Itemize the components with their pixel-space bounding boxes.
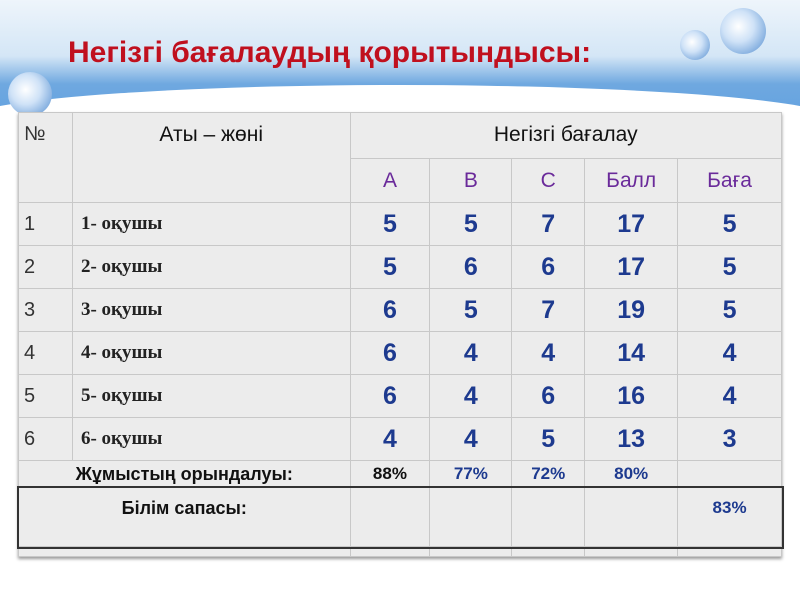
header-number: №	[18, 112, 73, 203]
score-cell: 19	[584, 288, 679, 332]
empty-cell	[584, 546, 679, 557]
table-row: 1 1- оқушы 5 5 7 17 5	[18, 202, 782, 246]
score-cell: 6	[511, 245, 586, 289]
completion-baga	[677, 460, 782, 488]
score-cell: 16	[584, 374, 679, 418]
table-row: 3 3- оқушы 6 5 7 19 5	[18, 288, 782, 332]
score-cell: 17	[584, 202, 679, 246]
score-cell: 5	[349, 245, 431, 289]
score-cell: 5	[349, 202, 431, 246]
header-c: C	[511, 158, 586, 203]
score-cell: 6	[349, 331, 431, 375]
score-cell: 7	[511, 202, 586, 246]
header-ball: Балл	[584, 158, 679, 203]
table-row: 6 6- оқушы 4 4 5 13 3	[18, 417, 782, 461]
score-cell: 6	[511, 374, 586, 418]
header-group: Негізгі бағалау	[349, 112, 782, 159]
empty-cell	[429, 487, 513, 547]
empty-cell	[677, 546, 782, 557]
results-table: № Аты – жөні Негізгі бағалау A B C Балл …	[16, 112, 784, 557]
empty-cell	[429, 546, 513, 557]
quality-value: 83%	[677, 487, 782, 547]
score-cell: 5	[429, 288, 513, 332]
student-name: 3- оқушы	[71, 288, 351, 332]
empty-cell	[349, 546, 431, 557]
bubble-decoration	[8, 72, 52, 116]
score-cell: 7	[511, 288, 586, 332]
row-number: 4	[18, 331, 73, 375]
score-cell: 3	[677, 417, 782, 461]
row-number: 1	[18, 202, 73, 246]
row-number: 3	[18, 288, 73, 332]
score-cell: 4	[429, 374, 513, 418]
completion-row: Жұмыстың орындалуы: 88% 77% 72% 80%	[18, 460, 782, 488]
score-cell: 4	[429, 417, 513, 461]
score-cell: 17	[584, 245, 679, 289]
completion-c: 72%	[511, 460, 586, 488]
score-cell: 6	[349, 288, 431, 332]
row-number: 6	[18, 417, 73, 461]
empty-cell	[511, 487, 586, 547]
score-cell: 4	[677, 331, 782, 375]
score-cell: 14	[584, 331, 679, 375]
score-cell: 4	[349, 417, 431, 461]
student-name: 6- оқушы	[71, 417, 351, 461]
student-name: 5- оқушы	[71, 374, 351, 418]
score-cell: 6	[429, 245, 513, 289]
empty-cell	[584, 487, 679, 547]
score-cell: 5	[429, 202, 513, 246]
completion-b: 77%	[429, 460, 513, 488]
table-row: 2 2- оқушы 5 6 6 17 5	[18, 245, 782, 289]
student-name: 1- оқушы	[71, 202, 351, 246]
empty-cell	[349, 487, 431, 547]
completion-label: Жұмыстың орындалуы:	[18, 460, 351, 488]
score-cell: 13	[584, 417, 679, 461]
bubble-decoration	[680, 30, 710, 60]
quality-row: Білім сапасы: 83%	[16, 485, 784, 549]
score-cell: 4	[511, 331, 586, 375]
header-name: Аты – жөні	[71, 112, 351, 203]
score-cell: 6	[349, 374, 431, 418]
completion-a: 88%	[349, 460, 431, 488]
header-b: B	[429, 158, 513, 203]
header-a: A	[349, 158, 431, 203]
table-row: 5 5- оқушы 6 4 6 16 4	[18, 374, 782, 418]
score-cell: 5	[677, 245, 782, 289]
bubble-decoration	[720, 8, 766, 54]
row-number: 2	[18, 245, 73, 289]
score-cell: 5	[677, 288, 782, 332]
student-name: 2- оқушы	[71, 245, 351, 289]
student-name: 4- оқушы	[71, 331, 351, 375]
table-row: 4 4- оқушы 6 4 4 14 4	[18, 331, 782, 375]
page-title: Негізгі бағалаудың қорытындысы:	[68, 36, 592, 69]
score-cell: 5	[677, 202, 782, 246]
completion-ball: 80%	[584, 460, 679, 488]
quality-label: Білім сапасы:	[18, 487, 351, 547]
empty-cell	[511, 546, 586, 557]
row-number: 5	[18, 374, 73, 418]
score-cell: 4	[429, 331, 513, 375]
header-baga: Баға	[677, 158, 782, 203]
score-cell: 4	[677, 374, 782, 418]
score-cell: 5	[511, 417, 586, 461]
empty-cell	[18, 546, 351, 557]
